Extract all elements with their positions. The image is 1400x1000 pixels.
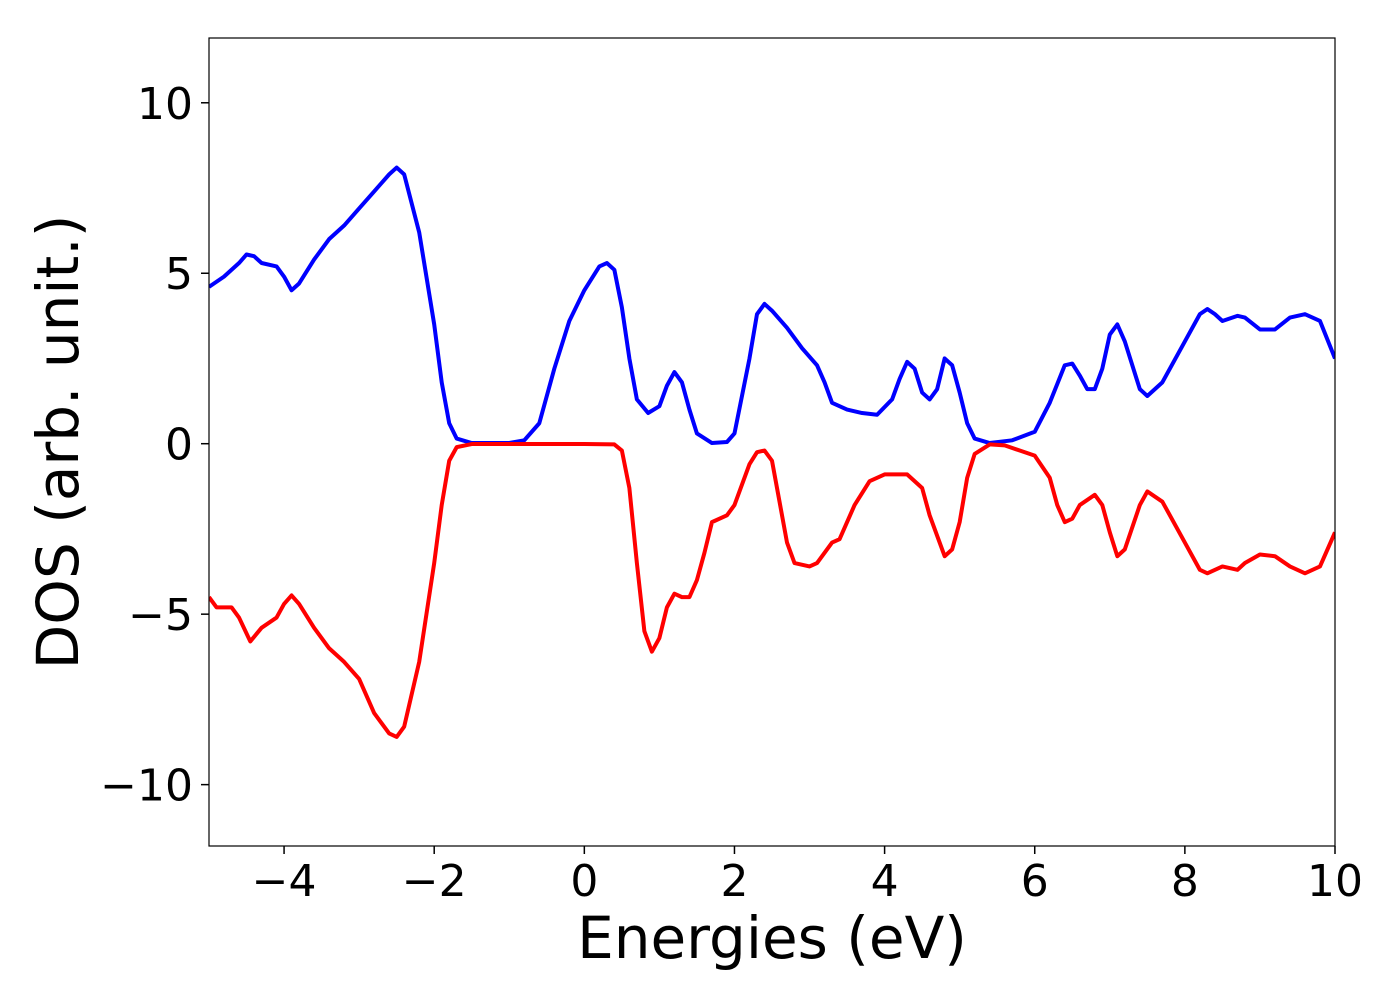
x-tick-label: −2 [402,856,467,907]
y-tick-label: 10 [137,79,193,130]
y-tick-label: −10 [100,761,193,812]
x-tick-label: −4 [252,856,317,907]
y-tick-label: −5 [128,590,193,641]
y-axis-label: DOS (arb. unit.) [24,215,92,670]
x-tick-label: 8 [1171,856,1199,907]
x-tick-label: 2 [720,856,748,907]
x-axis-label: Energies (eV) [577,904,967,972]
x-tick-label: 6 [1021,856,1049,907]
y-tick-label: 0 [165,420,193,471]
line [209,165,1335,446]
y-tick-label: 5 [165,249,193,300]
x-tick-label: 4 [871,856,899,907]
plot-frame [208,37,1336,847]
x-tick-label: 10 [1307,856,1363,907]
x-tick-label: 0 [570,856,598,907]
line [209,442,1335,739]
